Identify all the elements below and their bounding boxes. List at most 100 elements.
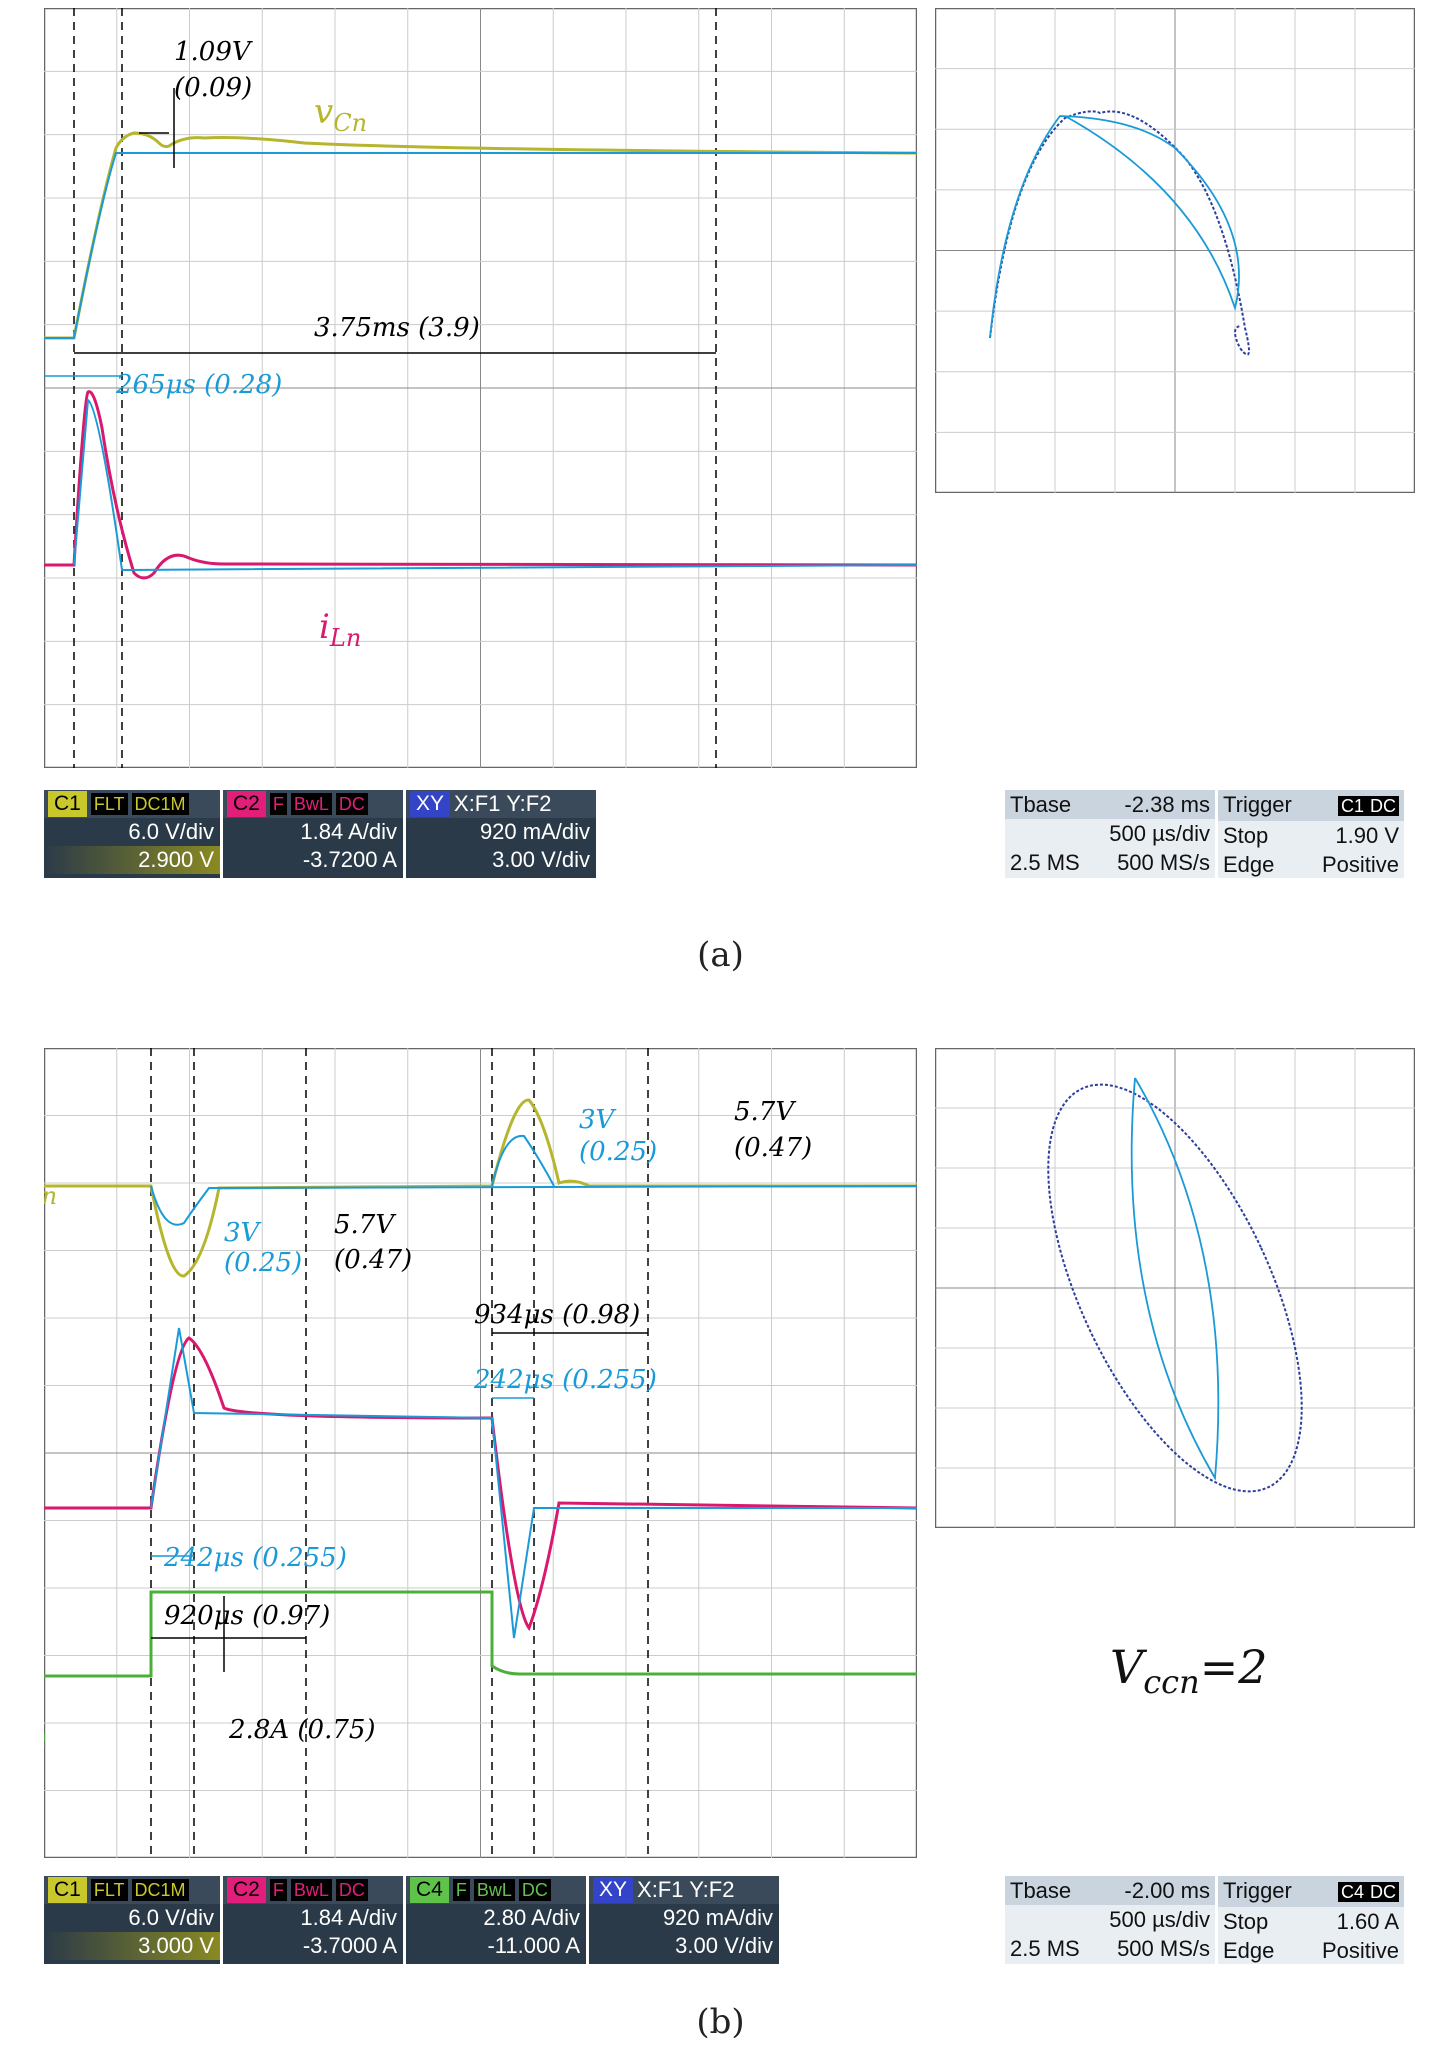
c1-offset: 3.000 V (44, 1932, 220, 1960)
caption-a: (a) (697, 935, 744, 975)
bwl-flag: BwL (290, 793, 332, 815)
dc-flag: DC (518, 1879, 551, 1901)
timebase-a: Tbase -2.38 ms 500 µs/div 2.5 MS 500 MS/s … (1005, 790, 1404, 878)
series-a-vcn (44, 131, 917, 340)
rise-small-pu: (0.25) (579, 1137, 657, 1167)
dc-flag: DC (335, 793, 368, 815)
tbase-srate: 500 MS/s (1117, 850, 1210, 875)
caption-b: (b) (696, 2002, 745, 2042)
series-b-ion (44, 1590, 917, 1678)
xy-a-sim (989, 115, 1240, 339)
t242-bot-label: 242μs (0.255) (163, 1543, 347, 1573)
vcn-a-label: vCn (314, 92, 367, 137)
c1-scale: 6.0 V/div (128, 819, 214, 844)
dip-big-label: 5.7V (334, 1210, 396, 1240)
readout-a-c1[interactable]: C1 FLT DC1M 6.0 V/div 2.900 V (44, 790, 220, 878)
f-flag: F (452, 1879, 470, 1901)
trigger-label: Trigger (1223, 1878, 1292, 1903)
readout-a-c2[interactable]: C2 F BwL DC 1.84 A/div -3.7200 A (223, 790, 403, 878)
f-flag: F (269, 793, 287, 815)
series-b-vcn-sim (150, 1134, 917, 1226)
dc1m-flag: DC1M (131, 1879, 189, 1901)
grid-a (44, 8, 917, 768)
c2-scale: 1.84 A/div (300, 819, 397, 844)
xy-src: X:F1 Y:F2 (637, 1877, 735, 1902)
tbase-label: Tbase (1010, 1878, 1072, 1903)
timebase-b: Tbase -2.00 ms 500 µs/div 2.5 MS 500 MS/s … (1005, 1876, 1404, 1964)
series-a-iln (44, 390, 917, 580)
readout-b-c4[interactable]: C4 F BwL DC 2.80 A/div -11.000 A (406, 1876, 586, 1964)
dc-flag: DC (335, 1879, 368, 1901)
trigger-mode: Stop (1223, 1909, 1269, 1934)
xy-tag: XY (593, 1877, 634, 1903)
rise-big-pu: (0.47) (734, 1133, 812, 1163)
f-flag: F (269, 1879, 287, 1901)
rise-a-label: 265μs (0.28) (115, 370, 282, 400)
series-b-vcn (44, 1098, 917, 1278)
tbase-a[interactable]: Tbase -2.38 ms 500 µs/div 2.5 MS 500 MS/s (1005, 790, 1215, 878)
trigger-src: C1 (1337, 796, 1367, 816)
c4-tag: C4 (410, 1877, 449, 1903)
rise-big-label: 5.7V (734, 1097, 796, 1127)
xy-b-plot (934, 1047, 1416, 1529)
xy-a (934, 7, 1416, 494)
trigger-level: 1.90 V (1335, 823, 1399, 848)
trigger-slope: Positive (1321, 852, 1399, 877)
xy-src: X:F1 Y:F2 (454, 791, 552, 816)
trigger-mode: Stop (1223, 823, 1269, 848)
trigger-coupling: DC (1367, 796, 1399, 816)
scope-a-plot: 1.09V (0.09) 3.75ms (3.9) 265μs (0.28) v… (44, 8, 917, 768)
tbase-samples: 2.5 MS (1010, 1936, 1080, 1961)
c1-scale: 6.0 V/div (128, 1905, 214, 1930)
xy-a-measured (989, 110, 1250, 356)
c2-tag: C2 (227, 1877, 266, 1903)
series-a-vcn-sim (44, 152, 917, 339)
overshoot-a-label: 1.09V (174, 37, 253, 67)
flt-flag: FLT (90, 793, 128, 815)
scope-b-plot: 3V (0.25) 5.7V (0.47) 3V (0.25) 5.7V (0.… (44, 1048, 917, 1858)
iln-b-label: iLn (44, 1457, 46, 1502)
c1-offset: 2.900 V (44, 846, 220, 874)
t934-label: 934μs (0.98) (474, 1300, 640, 1330)
xy-a-grid (934, 7, 1416, 494)
series-b-iln-sim (150, 1327, 917, 1639)
readout-b-c2[interactable]: C2 F BwL DC 1.84 A/div -3.7000 A (223, 1876, 403, 1964)
readouts-b: C1 FLT DC1M 6.0 V/div 3.000 V C2 F BwL DC 1.8… (44, 1876, 779, 1964)
xy-offset: 3.00 V/div (675, 1933, 773, 1958)
trigger-b[interactable]: Trigger C4 DC Stop 1.60 A Edge Positive (1218, 1876, 1404, 1964)
c2-offset: -3.7200 A (302, 847, 397, 872)
scope-a-timebase: 1.09V (0.09) 3.75ms (3.9) 265μs (0.28) v… (44, 8, 917, 768)
trigger-a[interactable]: Trigger C1 DC Stop 1.90 V Edge Positive (1218, 790, 1404, 878)
dip-big-pu: (0.47) (334, 1245, 412, 1275)
trigger-type: Edge (1223, 852, 1275, 877)
readout-a-xy[interactable]: XY X:F1 Y:F2 920 mA/div 3.00 V/div (406, 790, 596, 878)
iln-a-label: iLn (319, 607, 361, 652)
ion-b-label: Ion (44, 1707, 47, 1752)
flt-flag: FLT (90, 1879, 128, 1901)
xy-a-plot (934, 7, 1416, 494)
xy-b-measured (1047, 1083, 1303, 1493)
tbase-delay: -2.00 ms (1124, 1878, 1210, 1903)
vccn-label: Vccn=2 (1110, 1640, 1268, 1702)
t920-label: 920μs (0.97) (164, 1601, 330, 1631)
tbase-label: Tbase (1010, 792, 1072, 817)
dip-small-pu: (0.25) (224, 1248, 302, 1278)
tbase-rate: 500 µs/div (1109, 1907, 1210, 1932)
xy-tag: XY (410, 791, 451, 817)
bwl-flag: BwL (473, 1879, 515, 1901)
dc1m-flag: DC1M (131, 793, 189, 815)
xy-b-sim (1130, 1077, 1220, 1481)
c2-scale: 1.84 A/div (300, 1905, 397, 1930)
c4-scale: 2.80 A/div (483, 1905, 580, 1930)
readout-b-c1[interactable]: C1 FLT DC1M 6.0 V/div 3.000 V (44, 1876, 220, 1964)
bwl-flag: BwL (290, 1879, 332, 1901)
c2-tag: C2 (227, 791, 266, 817)
scope-b-timebase: 3V (0.25) 5.7V (0.47) 3V (0.25) 5.7V (0.… (44, 1048, 917, 1858)
c1-tag: C1 (48, 791, 87, 817)
settle-a-label: 3.75ms (3.9) (314, 313, 480, 343)
xy-scale: 920 mA/div (479, 819, 590, 844)
xy-scale: 920 mA/div (662, 1905, 773, 1930)
tbase-b[interactable]: Tbase -2.00 ms 500 µs/div 2.5 MS 500 MS/s (1005, 1876, 1215, 1964)
overshoot-a-pu: (0.09) (174, 73, 252, 103)
readout-b-xy[interactable]: XY X:F1 Y:F2 920 mA/div 3.00 V/div (589, 1876, 779, 1964)
